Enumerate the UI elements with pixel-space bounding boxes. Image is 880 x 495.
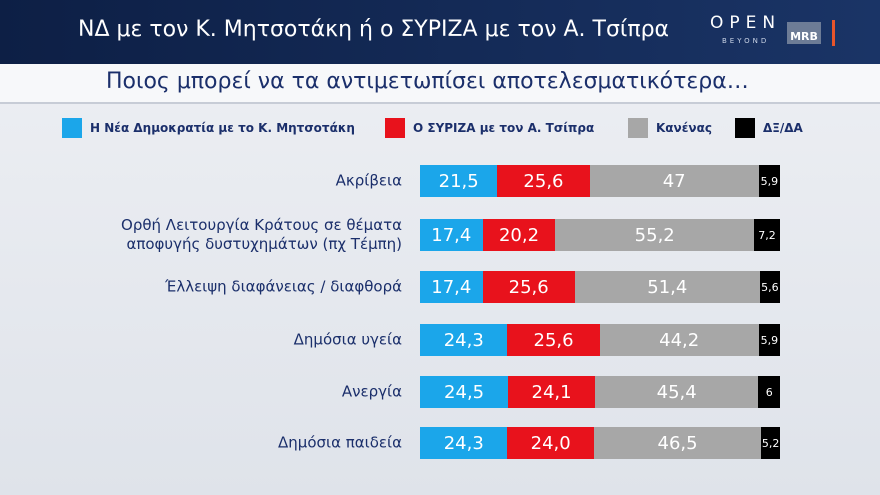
chart-subtitle: Ποιος μπορεί να τα αντιμετωπίσει αποτελε… [106,69,749,94]
value-label: 21,5 [438,170,479,192]
bar-segment: 24,1 [508,376,595,408]
bar-segment: 51,4 [574,271,760,303]
bar-segment: 25,6 [507,324,600,356]
value-label: 5,9 [760,174,779,188]
brand-logo: OPEN [710,13,782,33]
value-label: 5,9 [760,333,779,347]
bar-segment: 24,3 [420,324,508,356]
legend-swatch [735,118,755,138]
legend-item: Ο ΣΥΡΙΖΑ με τον Α. Τσίπρα [385,118,594,138]
accent [832,20,835,46]
bar-segment: 7,2 [754,219,780,251]
bar-segment: 24,5 [420,376,509,408]
value-label: 17,4 [431,224,472,246]
bar-segment: 25,6 [482,271,575,303]
legend-label: Ο ΣΥΡΙΖΑ με τον Α. Τσίπρα [413,121,595,135]
bar-segment: 17,4 [420,219,483,251]
bar-segment: 5,2 [761,427,780,459]
value-label: 7,2 [758,228,776,242]
bar-segment: 21,5 [420,165,498,197]
legend-item: ΔΞ/ΔΑ [735,118,803,138]
value-label: 20,2 [498,224,540,246]
value-label: 24,1 [531,381,572,403]
value-label: 17,4 [431,276,472,298]
bar-segment: 46,5 [593,427,762,459]
value-label: 6 [765,385,773,399]
bar-segment: 47 [589,165,759,197]
value-label: 24,3 [443,329,484,351]
chart-title: ΝΔ με τον Κ. Μητσοτάκη ή ο ΣΥΡΙΖΑ με τον… [78,17,670,42]
category-label: Δημόσια παιδεία [278,433,402,452]
bar-segment: 6 [758,376,780,408]
bar-segment: 55,2 [555,219,755,251]
legend-swatch [628,118,648,138]
legend-swatch [62,118,82,138]
value-label: 55,2 [634,224,675,246]
legend-label: Η Νέα Δημοκρατία με το Κ. Μητσοτάκη [90,121,355,135]
bar-segment: 24,3 [420,427,508,459]
legend-label: ΔΞ/ΔΑ [763,121,803,135]
value-label: 5,6 [761,280,779,294]
bar-segment: 20,2 [482,219,556,251]
category-label: Δημόσια υγεία [293,330,402,349]
category-label: Ακρίβεια [335,171,402,190]
brand-tagline: BEYOND [722,37,770,45]
bar-segment: 5,6 [759,271,780,303]
category-label: Ορθή Λειτουργία Κράτους σε θέματα αποφυγ… [121,216,402,253]
legend-item: Κανένας [628,118,712,138]
value-label: 51,4 [647,276,688,298]
bar-segment: 44,2 [599,324,759,356]
value-label: 46,5 [657,432,698,454]
bar-segment: 25,6 [497,165,590,197]
bar-segment: 24,0 [507,427,594,459]
legend-label: Κανένας [656,121,712,135]
value-label: 24,5 [444,381,485,403]
value-label: 24,0 [530,432,571,454]
value-label: 24,3 [443,432,484,454]
bar-segment: 5,9 [758,165,780,197]
bar-segment: 45,4 [594,376,759,408]
value-label: 25,6 [533,329,574,351]
value-label: 25,6 [523,170,564,192]
header: ΝΔ με τον Κ. Μητσοτάκη ή ο ΣΥΡΙΖΑ με τον… [0,0,880,64]
category-label: Έλλειψη διαφάνειας / διαφθορά [165,277,402,296]
value-label: 5,2 [761,436,780,450]
value-label: 44,2 [659,329,700,351]
value-label: 45,4 [656,381,697,403]
bar-segment: 5,9 [758,324,780,356]
legend-item: Η Νέα Δημοκρατία με το Κ. Μητσοτάκη [62,118,355,138]
value-label: 47 [662,170,686,192]
subtitle-band: Ποιος μπορεί να τα αντιμετωπίσει αποτελε… [0,64,880,104]
pollster-logo: MRB [787,22,821,44]
category-label: Ανεργία [341,382,402,401]
legend-swatch [385,118,405,138]
bar-segment: 17,4 [420,271,483,303]
value-label: 25,6 [508,276,549,298]
